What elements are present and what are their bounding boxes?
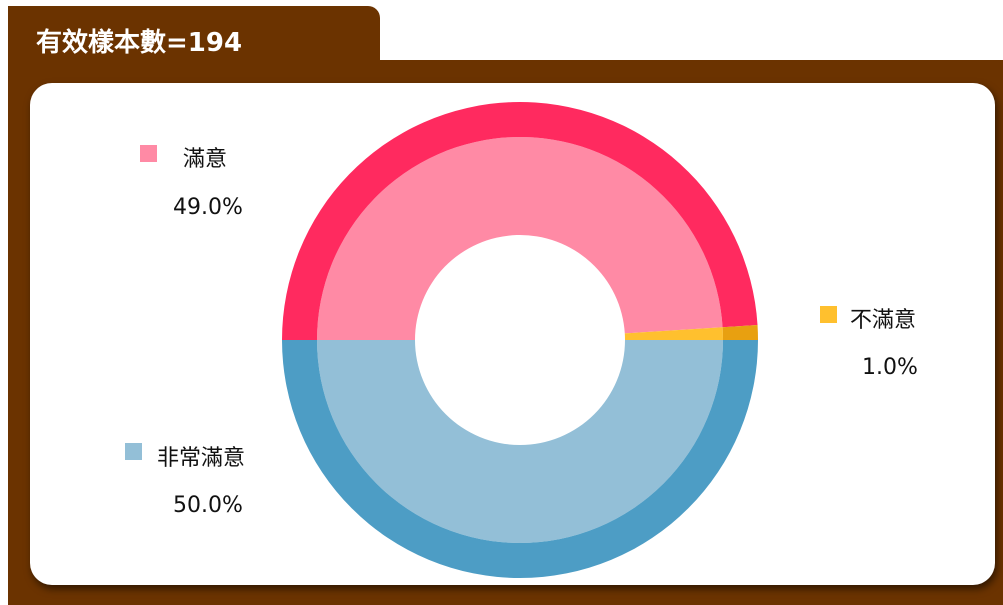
slice-inner: [317, 340, 723, 543]
legend-label: 不滿意: [850, 308, 916, 333]
slice-inner: [624, 327, 723, 340]
value-label: 1.0%: [862, 355, 918, 380]
legend-swatch: [820, 306, 837, 323]
slice-outer: [282, 340, 758, 578]
legend-label: 非常滿意: [157, 446, 245, 471]
legend-label: 滿意: [183, 147, 227, 172]
value-label: 50.0%: [173, 493, 243, 518]
slice-outer: [282, 102, 758, 340]
legend-swatch: [125, 443, 142, 460]
value-label: 49.0%: [173, 195, 243, 220]
slice-inner: [317, 137, 723, 340]
title-tab: [8, 6, 380, 66]
legend-swatch: [140, 145, 157, 162]
slice-outer: [722, 325, 758, 340]
chart-title: 有效樣本數=194: [36, 28, 243, 58]
